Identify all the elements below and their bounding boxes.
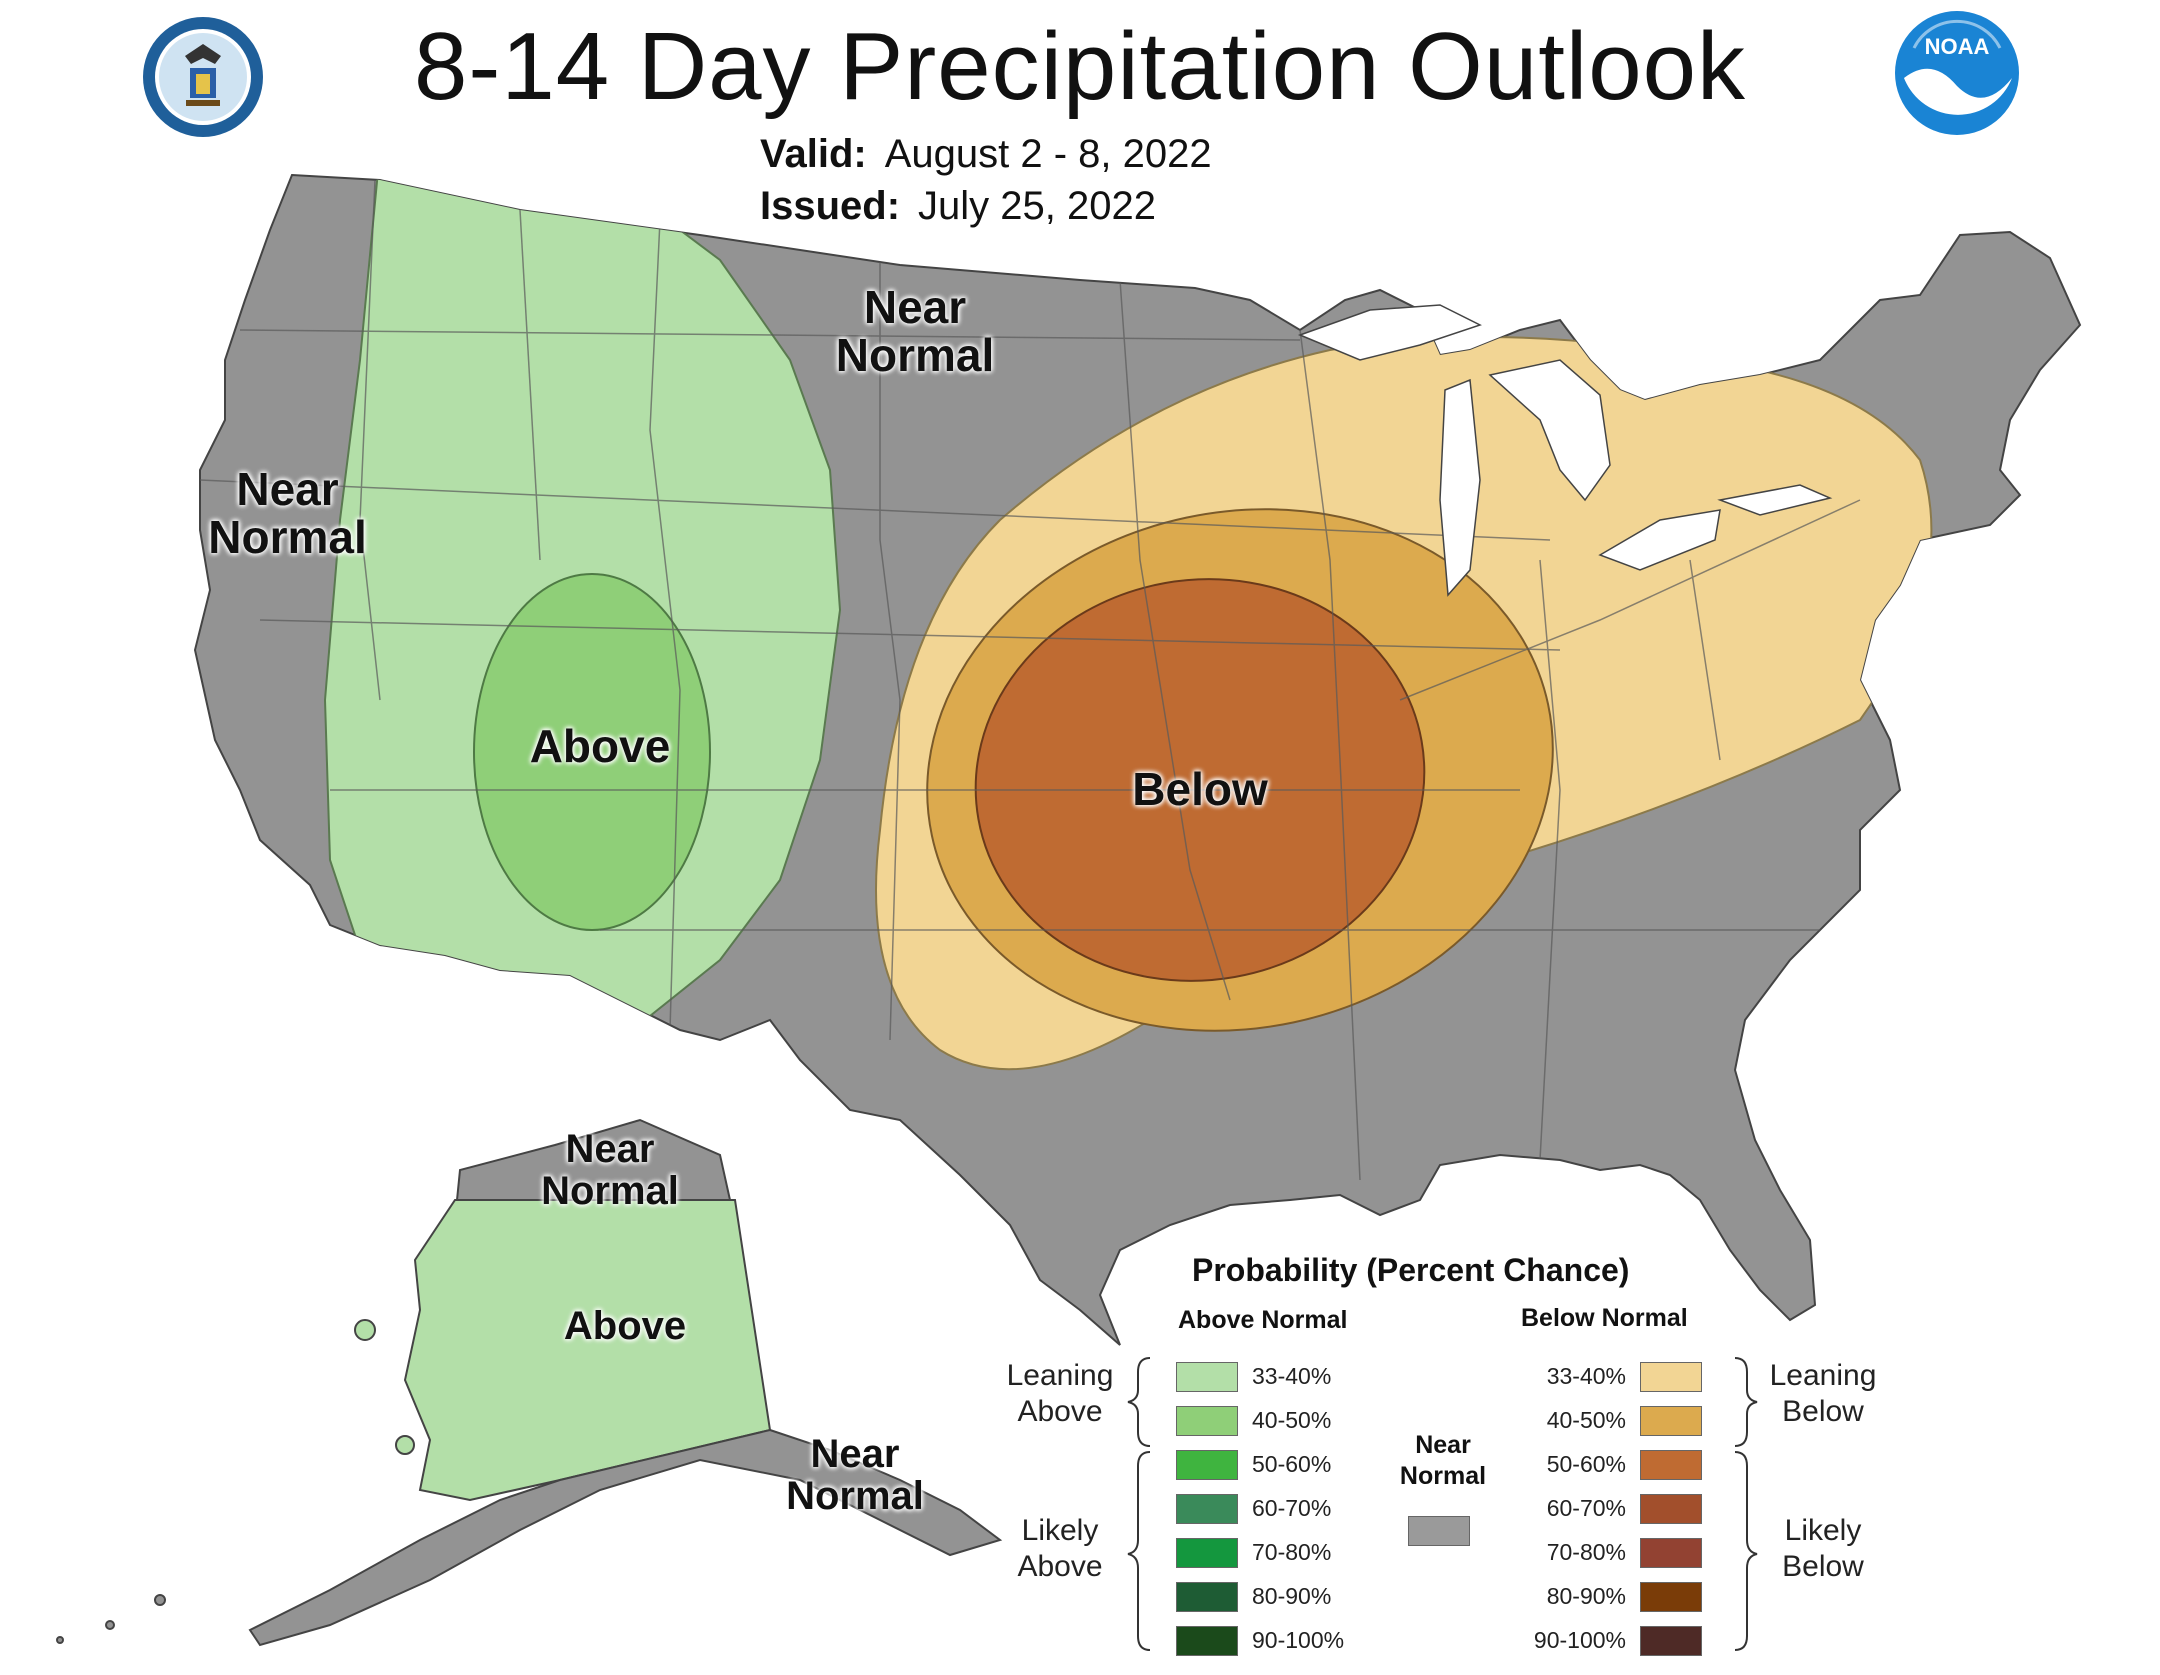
legend-above-item-swatch	[1176, 1494, 1238, 1524]
legend-below-item-label: 70-80%	[1546, 1539, 1626, 1565]
valid-line: Valid: August 2 - 8, 2022	[760, 128, 1212, 180]
svg-text:NOAA: NOAA	[1925, 34, 1990, 59]
legend-near-normal-label: Near Normal	[1399, 1431, 1487, 1491]
issued-line: Issued: July 25, 2022	[760, 180, 1212, 232]
legend-leaning-below: Leaning Below	[1769, 1359, 1877, 1428]
above-40-50-region	[473, 573, 711, 931]
legend-braces	[1127, 1357, 1758, 1651]
probability-legend: Probability (Percent Chance) Above Norma…	[990, 1240, 1890, 1660]
legend-above-header: Above Normal	[1178, 1306, 1348, 1334]
issued-label: Issued:	[760, 184, 901, 228]
label-near-normal-north: Near Normal	[835, 281, 995, 382]
legend-below-item-label: 40-50%	[1546, 1407, 1626, 1433]
legend-above-item-label: 80-90%	[1252, 1583, 1332, 1609]
legend-above-item-swatch	[1176, 1626, 1238, 1656]
legend-below-item-swatch	[1640, 1494, 1702, 1524]
legend-above-item-swatch	[1176, 1450, 1238, 1480]
validity-block: Valid: August 2 - 8, 2022 Issued: July 25,…	[760, 128, 1212, 232]
issued-value: July 25, 2022	[918, 184, 1156, 228]
legend-below-item-label: 80-90%	[1546, 1583, 1626, 1609]
alaska-map	[56, 1118, 1003, 1647]
legend-title: Probability (Percent Chance)	[1192, 1252, 1630, 1288]
legend-below-item-swatch	[1640, 1362, 1702, 1392]
legend-likely-above: Likely Above	[1017, 1514, 1103, 1583]
legend-below-item-label: 50-60%	[1546, 1451, 1626, 1477]
valid-label: Valid:	[760, 132, 867, 176]
legend-below-item-swatch	[1640, 1538, 1702, 1568]
legend-below-item-swatch	[1640, 1450, 1702, 1480]
legend-above-item-label: 60-70%	[1252, 1495, 1332, 1521]
legend-above-item-swatch	[1176, 1362, 1238, 1392]
legend-near-normal-swatch	[1408, 1516, 1470, 1546]
valid-value: August 2 - 8, 2022	[884, 132, 1212, 176]
legend-above-item-swatch	[1176, 1538, 1238, 1568]
label-ak-above: Above	[563, 1304, 687, 1348]
legend-above-item-label: 40-50%	[1252, 1407, 1332, 1433]
department-of-commerce-seal-icon	[143, 17, 263, 137]
great-lakes	[1297, 304, 1833, 597]
label-ak-near-normal-south: Near Normal	[786, 1432, 924, 1518]
legend-above-item-swatch	[1176, 1582, 1238, 1612]
legend-likely-below: Likely Below	[1782, 1514, 1864, 1583]
legend-above-item-label: 50-60%	[1252, 1451, 1332, 1477]
legend-leaning-above: Leaning Above	[1006, 1359, 1114, 1428]
noaa-logo-icon: NOAA	[1895, 11, 2019, 135]
label-ak-near-normal-north: Near Normal	[541, 1127, 679, 1213]
legend-above-item-label: 33-40%	[1252, 1363, 1332, 1389]
legend-above-item-label: 70-80%	[1252, 1539, 1332, 1565]
legend-below-item-label: 90-100%	[1533, 1627, 1626, 1653]
label-above-west: Above	[529, 720, 671, 772]
legend-below-item-label: 60-70%	[1546, 1495, 1626, 1521]
legend-below-item-swatch	[1640, 1582, 1702, 1612]
label-near-normal-west: Near Normal	[208, 463, 367, 564]
legend-above-item-swatch	[1176, 1406, 1238, 1436]
label-below-central: Below	[1132, 763, 1268, 815]
legend-below-item-swatch	[1640, 1626, 1702, 1656]
legend-above-item-label: 90-100%	[1252, 1627, 1345, 1653]
below-50-60-region	[974, 578, 1426, 982]
page-title: 8-14 Day Precipitation Outlook	[414, 13, 1746, 120]
legend-below-item-label: 33-40%	[1546, 1363, 1626, 1389]
legend-below-item-swatch	[1640, 1406, 1702, 1436]
legend-below-header: Below Normal	[1521, 1304, 1688, 1332]
